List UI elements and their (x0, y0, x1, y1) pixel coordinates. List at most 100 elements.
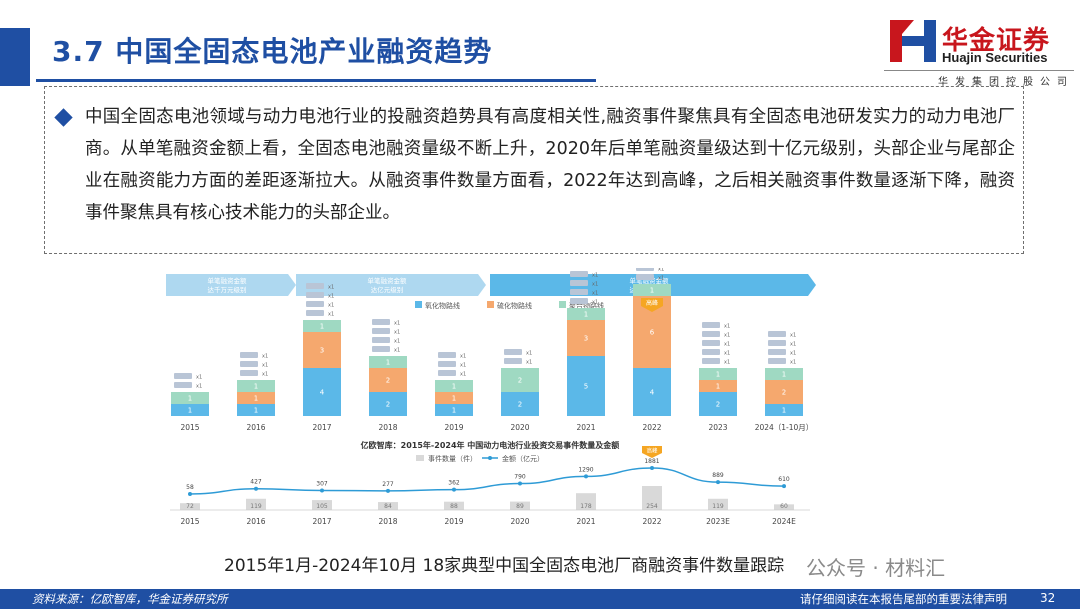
bar-value-label: 1 (320, 323, 324, 331)
company-logo-placeholder (174, 382, 192, 388)
x-tick-label: 2022 (642, 423, 661, 432)
peak-badge-icon (641, 298, 663, 312)
x-tick-label: 2020 (510, 517, 529, 526)
company-count-label: x1 (592, 300, 598, 306)
x-tick-label: 2019 (444, 423, 463, 432)
company-logo-placeholder (174, 373, 192, 379)
company-logo-placeholder (570, 289, 588, 295)
banner-label-line2: 达千万元级别 (208, 285, 247, 294)
x-tick-label: 2020 (510, 423, 529, 432)
footer-bar: 资料来源：亿欧智库，华金证券研究所 请仔细阅读在本报告尾部的重要法律声明 32 (0, 589, 1080, 609)
title-underline (36, 22, 596, 82)
logo-chinese-name: 华金证券 (942, 26, 1051, 56)
company-count-label: x1 (592, 291, 598, 297)
amount-point (386, 488, 390, 493)
peak-badge-label: 高峰 (646, 447, 658, 455)
bar-value-label: 3 (584, 335, 588, 343)
x-tick-label: 2021 (576, 517, 595, 526)
x-tick-label: 2016 (246, 517, 265, 526)
stacked-bar-segment (633, 284, 671, 296)
stacked-bar-segment (303, 320, 341, 332)
chart-svg: 单笔融资金额达千万元级别单笔融资金额达亿元级别单笔融资金额达十亿元级别氧化物路线… (166, 268, 816, 526)
stacked-bar-segment (567, 356, 605, 416)
x-tick-label: 2024E (772, 517, 796, 526)
event-count-label: 119 (250, 503, 262, 510)
chart-caption: 2015年1月-2024年10月 18家典型中国全固态电池厂商融资事件数量跟踪 (224, 556, 785, 576)
x-tick-label: 2023E (706, 517, 730, 526)
stacked-bar-segment (435, 392, 473, 404)
company-logo-placeholder (306, 310, 324, 316)
summary-box: 中国全固态电池领域与动力电池行业的投融资趋势具有高度相关性,融资事件聚焦具有全固… (44, 86, 1024, 254)
logo-subtitle: 华发集团控股公司 (884, 70, 1074, 88)
bar-value-label: 1 (188, 407, 192, 415)
company-logo-placeholder (702, 331, 720, 337)
amount-point (584, 474, 588, 479)
company-count-label: x1 (460, 354, 466, 360)
amount-label: 610 (778, 476, 790, 483)
financing-chart: 单笔融资金额达千万元级别单笔融资金额达亿元级别单笔融资金额达十亿元级别氧化物路线… (160, 268, 820, 548)
company-logo-placeholder (702, 349, 720, 355)
amount-point (254, 486, 258, 491)
bar-value-label: 1 (254, 383, 258, 391)
company-logo-placeholder (504, 358, 522, 364)
stacked-bar-segment (699, 392, 737, 416)
legend-label: 金额（亿元） (502, 454, 544, 463)
stacked-bar-segment (501, 368, 539, 392)
company-logo-placeholder (438, 370, 456, 376)
stacked-bar-segment (171, 404, 209, 416)
event-count-bar (444, 501, 464, 510)
legend-swatch (559, 301, 566, 308)
company-logo-placeholder (570, 298, 588, 304)
summary-text: 中国全固态电池领域与动力电池行业的投融资趋势具有高度相关性,融资事件聚焦具有全固… (85, 107, 1015, 223)
company-count-label: x1 (394, 348, 400, 354)
company-count-label: x1 (724, 324, 730, 330)
stacked-bar-segment (303, 332, 341, 368)
company-count-label: x1 (790, 351, 796, 357)
event-count-label: 89 (516, 503, 524, 510)
company-count-label: x1 (790, 360, 796, 366)
company-logo-placeholder (768, 340, 786, 346)
bar-value-label: 2 (716, 401, 720, 409)
company-logo-placeholder (570, 271, 588, 277)
bar-value-label: 1 (386, 359, 390, 367)
stacked-bar-segment (699, 368, 737, 380)
amount-label: 307 (316, 480, 328, 487)
stacked-bar-segment (369, 356, 407, 368)
x-tick-label: 2021 (576, 423, 595, 432)
bar-value-label: 1 (716, 371, 720, 379)
bar-value-label: 1 (254, 395, 258, 403)
footer-source: 资料来源：亿欧智库，华金证券研究所 (32, 592, 228, 606)
x-tick-label: 2016 (246, 423, 265, 432)
event-count-label: 88 (450, 503, 458, 510)
amount-point (452, 487, 456, 492)
event-count-bar (246, 498, 266, 510)
company-logo-placeholder (438, 361, 456, 367)
company-logo-placeholder (306, 301, 324, 307)
company-count-label: x1 (526, 360, 532, 366)
company-count-label: x1 (658, 268, 664, 273)
company-count-label: x1 (724, 342, 730, 348)
funding-level-banner (296, 274, 486, 296)
company-count-label: x1 (328, 294, 334, 300)
event-count-bar (774, 504, 794, 510)
amount-label: 362 (448, 480, 460, 487)
peak-badge-icon (642, 446, 662, 458)
stacked-bar-segment (765, 380, 803, 404)
x-tick-label: 2017 (312, 517, 331, 526)
event-count-bar (378, 502, 398, 510)
bottom-chart-title: 亿欧智库：2015年-2024年 中国动力电池行业投资交易事件数量及金额 (361, 440, 620, 450)
company-logo-placeholder (570, 280, 588, 286)
company-logo-placeholder (240, 361, 258, 367)
company-logo-placeholder (438, 352, 456, 358)
peak-badge-label: 高峰 (646, 299, 658, 307)
bar-value-label: 1 (782, 371, 786, 379)
company-logo-placeholder (636, 274, 654, 280)
bar-value-label: 1 (650, 287, 654, 295)
legend-label: 事件数量（件） (428, 454, 477, 463)
bar-value-label: 4 (320, 389, 325, 397)
amount-point (518, 481, 522, 486)
event-count-bar (576, 493, 596, 510)
amount-point (782, 484, 786, 489)
event-count-label: 60 (780, 503, 788, 510)
company-count-label: x1 (394, 339, 400, 345)
